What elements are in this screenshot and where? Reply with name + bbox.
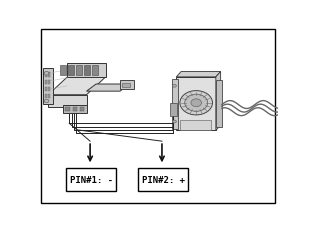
Polygon shape xyxy=(216,72,221,131)
Polygon shape xyxy=(122,84,130,87)
Bar xyxy=(44,87,47,92)
Bar xyxy=(44,73,47,78)
Bar xyxy=(62,105,87,113)
Bar xyxy=(84,66,90,76)
Bar xyxy=(44,80,47,85)
Bar xyxy=(60,66,66,76)
Polygon shape xyxy=(67,63,106,78)
Bar xyxy=(66,107,70,112)
Polygon shape xyxy=(120,81,134,90)
Bar xyxy=(216,81,222,127)
Polygon shape xyxy=(87,85,130,92)
Circle shape xyxy=(44,100,49,103)
Bar xyxy=(44,94,47,99)
Text: PIN#2: +: PIN#2: + xyxy=(142,175,185,184)
Text: PIN#1: -: PIN#1: - xyxy=(70,175,113,184)
Circle shape xyxy=(191,99,201,107)
Bar xyxy=(176,78,216,131)
Polygon shape xyxy=(48,95,87,108)
Bar xyxy=(138,168,188,191)
Polygon shape xyxy=(43,69,53,104)
Bar xyxy=(170,103,176,117)
Polygon shape xyxy=(48,78,106,95)
Bar xyxy=(180,120,211,130)
Bar xyxy=(92,66,98,76)
Circle shape xyxy=(172,85,176,88)
Circle shape xyxy=(44,72,49,76)
Circle shape xyxy=(185,95,208,112)
Circle shape xyxy=(180,91,213,116)
Bar xyxy=(48,87,50,92)
Bar xyxy=(48,94,50,99)
Bar xyxy=(48,80,50,85)
Bar xyxy=(66,168,116,191)
Bar xyxy=(80,107,84,112)
Bar xyxy=(48,73,50,78)
Bar xyxy=(171,79,178,129)
Bar xyxy=(76,66,82,76)
Bar xyxy=(73,107,77,112)
Polygon shape xyxy=(176,72,221,78)
Circle shape xyxy=(172,121,176,123)
Bar xyxy=(68,66,74,76)
